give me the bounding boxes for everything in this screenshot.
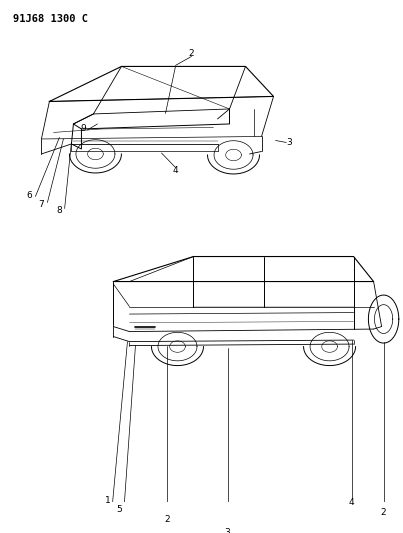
Text: 2: 2 [165,515,170,524]
Text: 3: 3 [287,138,293,147]
Text: 9: 9 [81,125,86,133]
Text: 6: 6 [27,191,32,200]
Text: 4: 4 [172,166,178,175]
Text: 2: 2 [189,50,194,59]
Text: 3: 3 [224,528,231,533]
Text: 4: 4 [349,498,354,507]
Text: 91J68 1300 C: 91J68 1300 C [13,14,88,24]
Text: 7: 7 [39,200,44,209]
Text: 2: 2 [381,508,386,517]
Text: 1: 1 [104,496,110,505]
Text: 5: 5 [116,505,123,514]
Text: 8: 8 [56,206,62,214]
